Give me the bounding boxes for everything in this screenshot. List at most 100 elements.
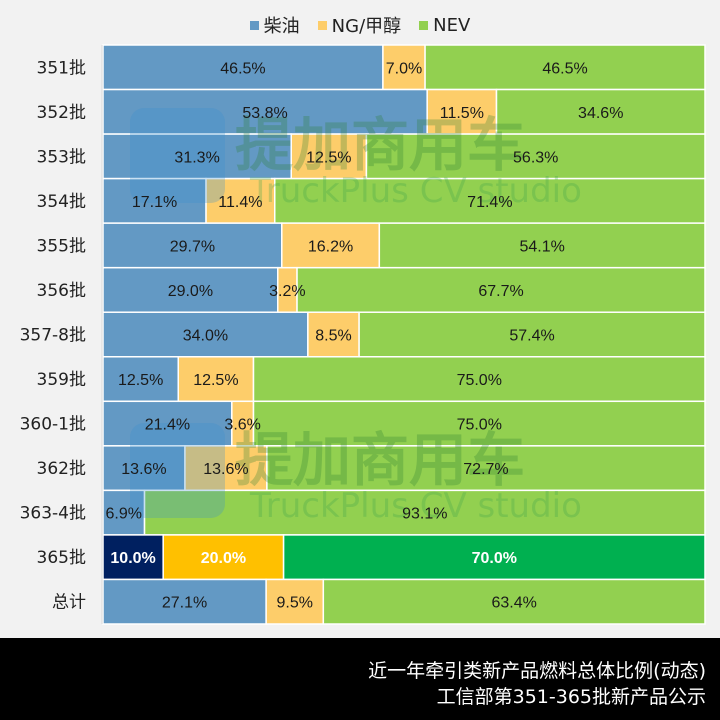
data-label: 20.0% <box>201 550 246 567</box>
bar-segment <box>424 44 706 91</box>
data-label: 72.7% <box>463 461 508 478</box>
legend-swatch <box>249 20 259 30</box>
data-labels-group: 46.5% 7.0% 46.5% 53.8% 11.5% 34.6% 31.3% 12.5% 5… <box>106 60 624 611</box>
data-label: 54.1% <box>519 238 564 255</box>
data-label: 63.4% <box>491 595 536 612</box>
data-label: 13.6% <box>121 461 166 478</box>
footer-banner: 近一年牵引类新产品燃料总体比例(动态) 工信部第351-365批新产品公示 <box>0 638 720 720</box>
category-label: 359批 <box>37 370 86 390</box>
data-label: 12.5% <box>193 372 238 389</box>
bar-segment <box>102 534 164 581</box>
data-label: 9.5% <box>277 595 313 612</box>
data-label: 31.3% <box>174 149 219 166</box>
data-label: 8.5% <box>315 328 351 345</box>
bar-segment <box>273 177 706 224</box>
legend-item-nev: NEV <box>419 15 470 36</box>
data-label: 16.2% <box>308 238 353 255</box>
bar-segment <box>495 88 706 135</box>
data-label: 7.0% <box>386 60 422 77</box>
data-label: 29.7% <box>170 238 215 255</box>
category-label: 351批 <box>37 58 86 78</box>
bar-segment <box>296 266 706 313</box>
bar-segment <box>177 356 255 403</box>
bar-segment <box>102 266 279 313</box>
data-label: 70.0% <box>472 550 517 567</box>
legend: 柴油 NG/甲醇 NEV <box>0 12 720 38</box>
data-label: 29.0% <box>168 283 213 300</box>
bar-segment <box>266 445 706 492</box>
bar-segment <box>102 400 233 447</box>
stacked-bar-chart: 提加商用车 TruckPlus CV studio 提加商用车 TruckPlu… <box>20 44 706 625</box>
bars-group <box>102 44 706 625</box>
bar-segment <box>265 578 325 625</box>
bar-segment <box>252 356 706 403</box>
data-label: 12.5% <box>118 372 163 389</box>
category-axis: 351批 352批 353批 354批 355批 356批 357-8批 359批 360-1批… <box>20 45 103 624</box>
data-label: 57.4% <box>509 328 554 345</box>
bar-segment <box>281 222 381 269</box>
category-label: 365批 <box>37 548 86 568</box>
watermark: 提加商用车 TruckPlus CV studio <box>130 423 582 526</box>
data-label: 11.4% <box>218 194 262 211</box>
legend-label: NG/甲醇 <box>331 16 402 37</box>
bar-segment <box>143 489 706 536</box>
legend-label: 柴油 <box>263 16 300 37</box>
bar-segment <box>184 445 268 492</box>
footer-subtitle: 工信部第351-365批新产品公示 <box>436 686 706 708</box>
legend-item-diesel: 柴油 <box>249 12 300 38</box>
category-label: 总计 <box>52 593 86 613</box>
legend-swatch <box>419 20 429 30</box>
watermark-en: TruckPlus CV studio <box>249 486 582 526</box>
data-label: 71.4% <box>467 194 512 211</box>
bar-segment <box>282 534 706 581</box>
category-label: 356批 <box>37 281 86 301</box>
data-label: 53.8% <box>242 105 287 122</box>
data-label: 56.3% <box>513 149 558 166</box>
bar-segment <box>290 133 368 180</box>
watermark-cn: 提加商用车 <box>235 111 525 179</box>
category-label: 355批 <box>37 236 86 256</box>
bar-segment <box>358 311 706 358</box>
category-label: 362批 <box>37 459 86 479</box>
data-label: 11.5% <box>440 105 484 122</box>
legend-item-ng: NG/甲醇 <box>317 12 402 38</box>
data-label: 46.5% <box>542 60 587 77</box>
watermark-group: 提加商用车 TruckPlus CV studio 提加商用车 TruckPlu… <box>130 108 582 526</box>
legend-label: NEV <box>433 14 471 36</box>
watermark: 提加商用车 TruckPlus CV studio <box>130 108 582 211</box>
bar-segment <box>102 356 179 403</box>
data-label: 3.2% <box>269 283 305 300</box>
watermark-logo-icon <box>130 423 225 518</box>
data-label: 75.0% <box>457 372 502 389</box>
category-label: 363-4批 <box>20 504 86 524</box>
data-label: 34.6% <box>578 105 623 122</box>
data-label: 27.1% <box>162 595 207 612</box>
data-label: 3.6% <box>224 417 260 434</box>
data-label: 67.7% <box>478 283 523 300</box>
data-label: 17.1% <box>132 194 177 211</box>
category-label: 354批 <box>37 192 86 212</box>
data-label: 34.0% <box>183 328 228 345</box>
watermark-logo-icon <box>130 108 225 203</box>
bar-segment <box>307 311 360 358</box>
bar-segment <box>102 445 186 492</box>
category-label: 352批 <box>37 103 86 123</box>
category-label: 360-1批 <box>20 415 86 435</box>
bar-segment <box>102 177 207 224</box>
bar-segment <box>322 578 706 625</box>
data-label: 75.0% <box>457 417 502 434</box>
data-label: 21.4% <box>145 417 190 434</box>
data-label: 10.0% <box>110 550 155 567</box>
bar-segment <box>252 400 706 447</box>
data-label: 12.5% <box>306 149 351 166</box>
data-label: 13.6% <box>203 461 248 478</box>
data-label: 93.1% <box>402 506 447 523</box>
category-label: 353批 <box>37 147 86 167</box>
data-label: 6.9% <box>106 506 142 523</box>
category-label: 357-8批 <box>20 326 86 346</box>
bar-segment <box>102 311 309 358</box>
watermark-en: TruckPlus CV studio <box>249 171 582 211</box>
data-label: 46.5% <box>220 60 265 77</box>
bar-segment <box>102 44 384 91</box>
watermark-cn: 提加商用车 <box>235 426 525 494</box>
